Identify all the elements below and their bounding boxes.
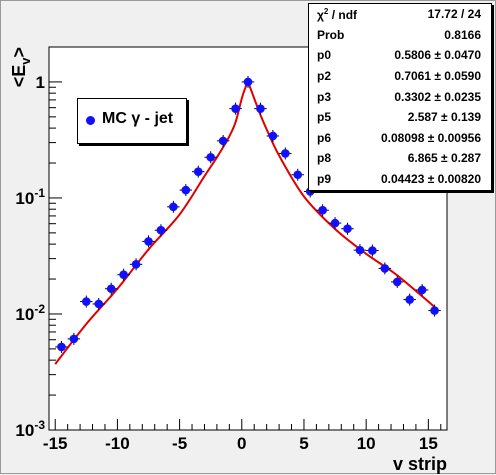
data-point	[57, 342, 66, 352]
data-point	[119, 270, 128, 280]
data-point	[169, 202, 178, 212]
data-point	[82, 297, 91, 306]
stats-param-name: Prob	[317, 27, 345, 42]
x-tick-label: -15	[43, 434, 68, 453]
data-point	[330, 218, 340, 228]
legend-label: MC γ - jet	[102, 110, 174, 127]
data-point	[206, 152, 215, 162]
data-point	[417, 285, 427, 295]
x-tick-label: 10	[357, 434, 376, 453]
stats-param-value: 2.587 ± 0.139	[407, 110, 481, 125]
stats-row: p5 2.587 ± 0.139	[309, 107, 491, 128]
y-tick-label: 1	[36, 73, 45, 92]
data-point	[380, 264, 390, 273]
data-point	[405, 295, 414, 304]
data-point	[355, 245, 365, 255]
stats-param-name: p9	[317, 172, 332, 187]
data-point	[193, 167, 203, 176]
data-point	[106, 284, 116, 294]
data-point	[69, 334, 79, 344]
data-point	[243, 77, 253, 87]
y-tick-label: 10-1	[15, 186, 45, 208]
data-point	[318, 205, 327, 215]
stats-row: p2 0.7061 ± 0.0590	[309, 66, 491, 87]
stats-param-name: p8	[317, 151, 332, 166]
data-point	[343, 224, 352, 234]
legend: MC γ - jet	[77, 98, 187, 144]
x-tick-label: 5	[299, 434, 308, 453]
data-point	[268, 131, 278, 141]
stats-param-name: χ2 / ndf	[317, 6, 358, 22]
y-axis-title: <Ev>	[9, 47, 33, 87]
legend-marker	[86, 116, 95, 125]
data-point	[256, 104, 265, 113]
fit-stats-table: χ2 / ndf 17.72 / 24 Prob 0.8166 p0 0.5806 ± 0…	[309, 4, 491, 189]
y-tick-label: 10-3	[15, 418, 45, 440]
stats-row: p3 0.3302 ± 0.0235	[309, 86, 491, 107]
data-point	[131, 260, 141, 269]
x-tick-label: -5	[172, 434, 187, 453]
data-point	[181, 185, 191, 195]
stats-param-value: 0.8166	[444, 27, 481, 42]
stats-row: Prob 0.8166	[309, 25, 491, 46]
stats-row: χ2 / ndf 17.72 / 24	[309, 4, 491, 25]
data-point	[430, 306, 439, 315]
stats-row: p6 0.08098 ± 0.00956	[309, 128, 491, 149]
stats-param-name: p3	[317, 89, 332, 104]
data-point	[368, 246, 377, 255]
data-point	[156, 225, 166, 235]
stats-row: p0 0.5806 ± 0.0470	[309, 45, 491, 66]
stats-param-value: 17.72 / 24	[427, 7, 481, 22]
data-point	[281, 149, 290, 158]
stats-param-name: p5	[317, 110, 332, 125]
stats-param-value: 0.3302 ± 0.0235	[394, 89, 481, 104]
x-axis-title: v strip	[393, 454, 447, 474]
y-tick-label: 10-2	[15, 302, 45, 324]
stats-param-name: p6	[317, 130, 332, 145]
stats-param-value: 0.7061 ± 0.0590	[394, 69, 481, 84]
stats-param-name: p2	[317, 69, 332, 84]
stats-param-value: 0.5806 ± 0.0470	[394, 48, 481, 63]
data-point	[392, 277, 402, 287]
x-tick-label: 15	[419, 434, 438, 453]
data-point	[293, 170, 303, 180]
stats-row: p9 0.04423 ± 0.00820	[309, 169, 491, 190]
stats-param-value: 0.08098 ± 0.00956	[380, 130, 481, 145]
data-point	[231, 104, 240, 113]
stats-param-value: 0.04423 ± 0.00820	[380, 172, 481, 187]
fit-stats-box: χ2 / ndf 17.72 / 24 Prob 0.8166 p0 0.5806 ± 0…	[308, 3, 492, 191]
stats-param-value: 6.865 ± 0.287	[407, 151, 481, 166]
data-point	[144, 237, 153, 246]
data-point	[218, 136, 228, 146]
x-tick-label: -10	[105, 434, 130, 453]
stats-row: p8 6.865 ± 0.287	[309, 148, 491, 169]
data-point	[94, 299, 104, 309]
stats-param-name: p0	[317, 48, 332, 63]
x-tick-label: 0	[237, 434, 246, 453]
